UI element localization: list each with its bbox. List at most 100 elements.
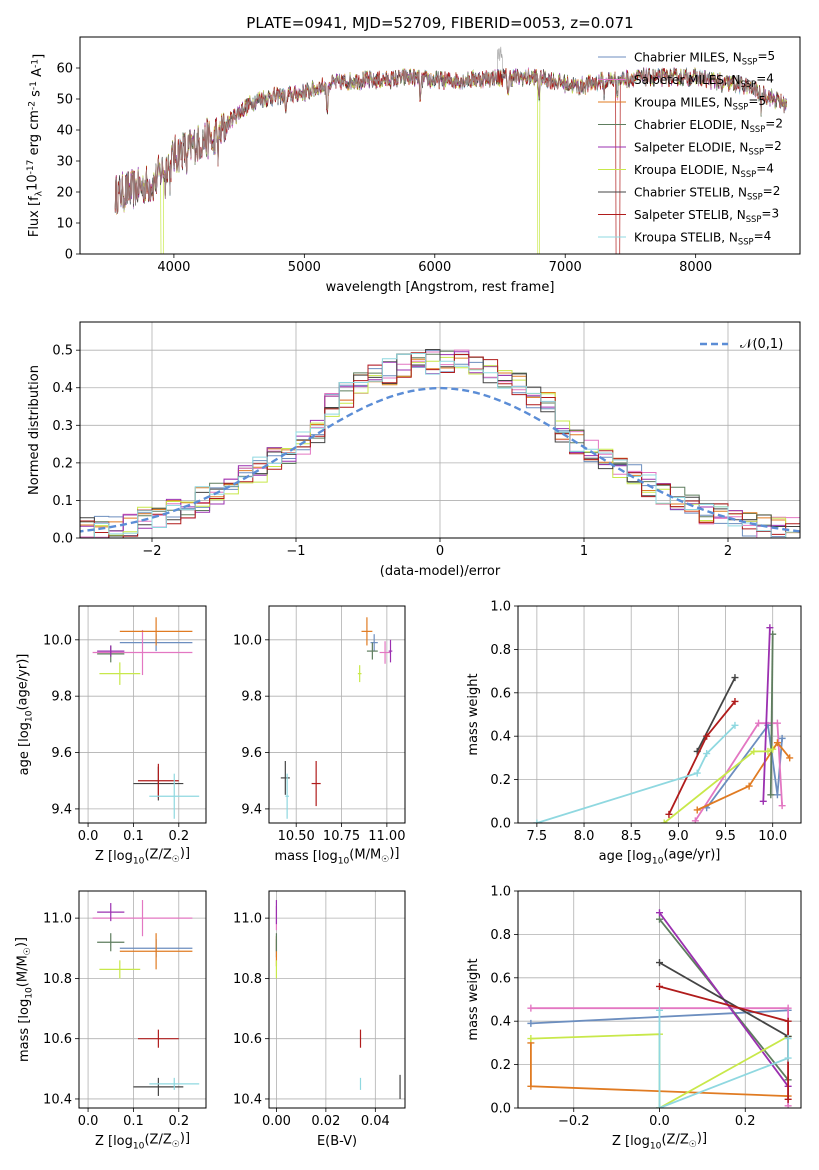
y-tick-label: 10.8	[43, 972, 72, 987]
plot-area	[92, 900, 200, 1096]
plot-area	[114, 46, 788, 254]
weight-line	[658, 1010, 789, 1108]
y-tick-label: 9.8	[51, 690, 72, 705]
y-tick-label: 10.0	[233, 633, 262, 648]
weight-line	[696, 677, 736, 752]
y-tick-label: 0.0	[490, 1102, 511, 1117]
weight-marker	[784, 1035, 792, 1043]
x-tick-label: 0.0	[78, 829, 99, 844]
error-point	[133, 1077, 184, 1096]
x-tick-label: 0.2	[735, 1114, 756, 1129]
x-tick-label: 8000	[679, 260, 712, 275]
legend-label: Chabrier MILES, NSSP=5	[634, 49, 775, 67]
x-axis-label: (data-model)/error	[380, 564, 501, 579]
y-tick-label: 11.0	[233, 912, 262, 927]
weight-marker	[784, 1095, 792, 1103]
error-point	[92, 629, 193, 676]
weight-marker	[778, 802, 786, 810]
legend-label: Kroupa ELODIE, NSSP=4	[634, 162, 774, 180]
legend-label: Kroupa MILES, NSSP=5	[634, 94, 766, 112]
panel-age_vs_Z: 0.0 0.1 0.2 9.4 9.6 9.8 10.0 Z [log10(Z/Z☉)] age…	[16, 605, 207, 866]
x-tick-label: −2	[142, 544, 161, 559]
x-axis-label: Z [log10(Z/Z☉)]	[95, 1131, 190, 1151]
weight-marker	[656, 915, 663, 923]
panel-residual_hist: −2 −1 0 1 2 0.0 0.1 0.2 0.3 0.4 0.5 (data-model)/er…	[27, 321, 801, 579]
weight-line	[659, 961, 789, 1038]
y-tick-label: 0.4	[490, 1015, 511, 1030]
axes-frame	[78, 890, 207, 1109]
weight-marker	[731, 721, 739, 729]
weight-line	[769, 634, 774, 795]
weight-marker	[693, 769, 701, 777]
weight-marker	[660, 819, 668, 823]
weight-marker	[764, 747, 772, 755]
x-axis-label: mass [log10(M/M☉)]	[275, 846, 400, 866]
y-tick-label: 20	[56, 186, 73, 201]
spectrum-data	[114, 46, 787, 214]
weight-marker	[656, 1006, 663, 1014]
weight-marker	[527, 1019, 535, 1027]
x-axis-label: Z [log10(Z/Z☉)]	[95, 846, 190, 866]
y-tick-label: 10.8	[233, 972, 262, 987]
error-point	[119, 933, 193, 970]
y-tick-label: 11.0	[43, 912, 72, 927]
weight-marker	[703, 750, 711, 758]
x-tick-label: 4000	[157, 260, 190, 275]
weight-marker	[731, 697, 739, 705]
weight-line	[663, 748, 774, 823]
plot-area	[280, 617, 393, 819]
error-point	[137, 1029, 179, 1048]
y-tick-label: 0.2	[490, 1058, 511, 1073]
axes-frame	[78, 605, 207, 824]
weight-marker	[755, 719, 763, 727]
panel-mass_vs_ebv: 0.00 0.02 0.04 10.4 10.6 10.8 11.0 E(B-V)	[233, 890, 406, 1149]
y-tick-label: 30	[56, 155, 73, 170]
weight-marker	[665, 810, 673, 818]
weight-marker	[731, 674, 739, 682]
x-tick-label: 7000	[549, 260, 582, 275]
axes-frame	[268, 890, 406, 1109]
weight-marker	[656, 909, 663, 917]
x-tick-label: 11.00	[368, 829, 405, 844]
error-point	[366, 642, 378, 660]
x-tick-label: 10.0	[758, 829, 787, 844]
weight-marker	[656, 1104, 663, 1108]
error-point	[388, 639, 393, 663]
y-tick-label: 0	[65, 248, 73, 263]
axes-frame	[517, 605, 802, 824]
legend-label: Kroupa STELIB, NSSP=4	[634, 229, 771, 247]
weight-marker	[766, 624, 774, 632]
x-tick-label: −0.2	[558, 1114, 590, 1129]
y-tick-label: 9.6	[51, 746, 72, 761]
weight-line	[536, 724, 736, 823]
x-tick-label: 0.0	[78, 1114, 99, 1129]
y-tick-label: 0.5	[52, 344, 73, 359]
legend-label: Chabrier STELIB, NSSP=2	[634, 184, 780, 202]
x-tick-label: 0.2	[168, 829, 189, 844]
weight-line	[762, 627, 771, 802]
weight-marker	[784, 1017, 792, 1025]
weight-marker	[767, 791, 775, 799]
panel-weight_vs_Z: −0.2 0.0 0.2 0.0 0.2 0.4 0.6 0.8 1.0 Z [log10(Z/Z…	[466, 885, 802, 1151]
y-tick-label: 0.0	[52, 532, 73, 547]
panel-age_vs_mass: 10.50 10.75 11.00 9.4 9.6 9.8 10.0 mass [log10(…	[233, 605, 406, 866]
weight-marker	[773, 791, 781, 799]
weight-marker	[527, 1004, 535, 1012]
weight-marker	[745, 782, 753, 790]
x-tick-label: 0	[436, 544, 444, 559]
weight-marker	[773, 719, 781, 727]
y-tick-label: 10.6	[43, 1032, 72, 1047]
panel-spectrum: 4000 5000 6000 7000 8000 0 10 20 30 40 50 60 wavelen…	[26, 36, 801, 295]
y-tick-label: 0.3	[52, 419, 73, 434]
error-point	[119, 617, 193, 646]
x-tick-label: 0.0	[649, 1114, 670, 1129]
error-point	[357, 665, 362, 683]
x-tick-label: 0.1	[123, 1114, 144, 1129]
legend-label: Chabrier ELODIE, NSSP=2	[634, 117, 783, 135]
y-tick-label: 10.6	[233, 1032, 262, 1047]
error-point	[137, 763, 179, 798]
x-axis-label: Z [log10(Z/Z☉)]	[612, 1131, 707, 1151]
error-point	[285, 773, 289, 819]
legend-label: Salpeter ELODIE, NSSP=2	[634, 139, 782, 157]
y-tick-label: 60	[56, 62, 73, 77]
